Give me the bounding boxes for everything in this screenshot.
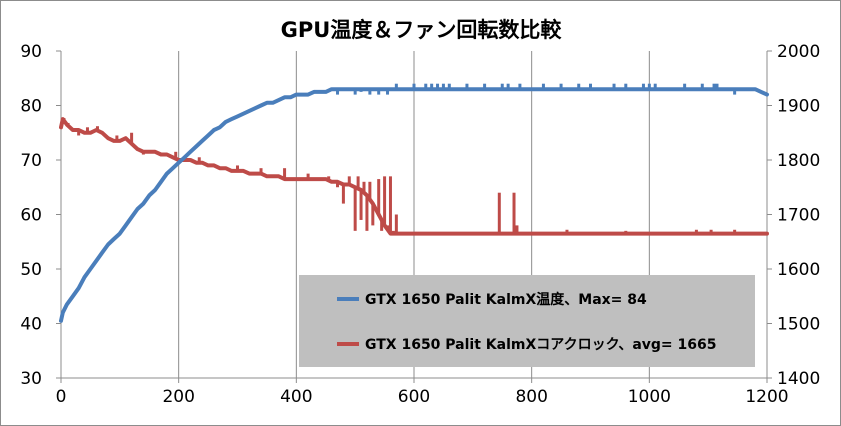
x-tick-label: 400 — [280, 387, 312, 407]
series-line-core-clock-group — [59, 117, 769, 236]
series-line-temperature-group — [59, 83, 769, 323]
series-line-core-clock — [59, 117, 769, 236]
series-line-temperature — [59, 87, 769, 323]
y-right-tick-label: 1600 — [777, 260, 820, 280]
legend-background — [299, 275, 755, 367]
y-left-tick-label: 30 — [20, 369, 42, 389]
chart-title: GPU温度＆ファン回転数比較 — [281, 18, 563, 42]
y-right-tick-label: 2000 — [777, 42, 820, 62]
y-right-tick-label: 1800 — [777, 151, 820, 171]
y-left-tick-label: 80 — [20, 97, 42, 117]
x-tick-label: 1000 — [628, 387, 671, 407]
x-tick-label: 800 — [515, 387, 547, 407]
legend-label-temperature: GTX 1650 Palit KalmX温度、Max= 84 — [365, 291, 647, 308]
x-tick-label: 0 — [56, 387, 67, 407]
x-tick-label: 200 — [162, 387, 194, 407]
y-right-tick-label: 1400 — [777, 369, 820, 389]
y-left-tick-label: 40 — [20, 315, 42, 335]
y-left-tick-label: 60 — [20, 206, 42, 226]
x-tick-label: 600 — [398, 387, 430, 407]
y-right-tick-label: 1700 — [777, 206, 820, 226]
y-left-tick-label: 50 — [20, 260, 42, 280]
legend: GTX 1650 Palit KalmX温度、Max= 84 GTX 1650 … — [299, 275, 755, 367]
y-left-tick-label: 70 — [20, 151, 42, 171]
y-right-tick-label: 1500 — [777, 315, 820, 335]
y-left-tick-label: 90 — [20, 42, 42, 62]
series-lines — [59, 83, 769, 323]
legend-label-core-clock: GTX 1650 Palit KalmXコアクロック、avg= 1665 — [365, 337, 716, 353]
x-tick-label: 1200 — [745, 387, 788, 407]
axes: 0 200 400 600 800 1000 1200 30 40 50 60 70 80 90 1400 1… — [20, 42, 820, 407]
y-right-tick-label: 1900 — [777, 97, 820, 117]
